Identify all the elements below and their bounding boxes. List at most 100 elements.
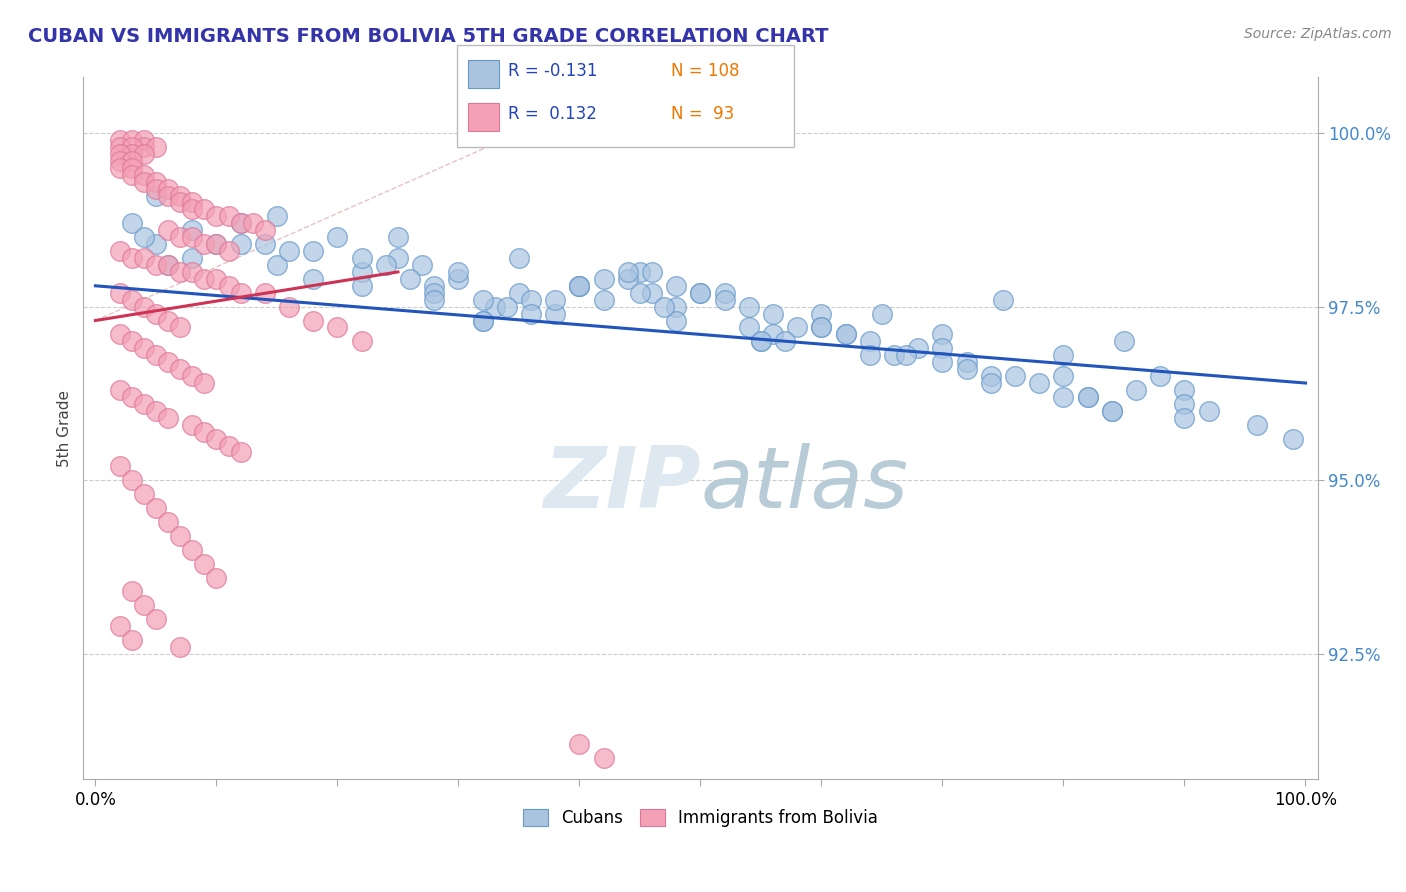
Point [181, 202, 204, 217]
Point [108, 383, 131, 397]
Point [145, 258, 167, 272]
Point [193, 202, 215, 217]
Point [108, 140, 131, 154]
Point [713, 285, 735, 300]
Point [169, 195, 191, 210]
Point [628, 285, 651, 300]
Point [1173, 383, 1195, 397]
Point [253, 237, 276, 252]
Point [266, 258, 288, 272]
Point [218, 244, 240, 258]
Point [218, 278, 240, 293]
Point [544, 307, 567, 321]
Point [266, 210, 288, 224]
Point [108, 619, 131, 633]
Point [508, 251, 530, 265]
Point [1112, 334, 1135, 349]
Point [108, 285, 131, 300]
Point [156, 188, 179, 202]
Point [1028, 376, 1050, 390]
Point [520, 307, 543, 321]
Y-axis label: 5th Grade: 5th Grade [58, 390, 72, 467]
Point [193, 376, 215, 390]
Point [121, 146, 143, 161]
Point [229, 216, 252, 230]
Point [302, 244, 325, 258]
Point [132, 175, 155, 189]
Point [689, 285, 711, 300]
Point [205, 237, 228, 252]
Point [229, 216, 252, 230]
Point [350, 278, 373, 293]
Point [1173, 410, 1195, 425]
Point [181, 417, 204, 432]
Point [350, 265, 373, 279]
Point [1004, 369, 1026, 384]
Point [326, 320, 349, 334]
Point [193, 272, 215, 286]
Point [568, 737, 591, 751]
Point [132, 341, 155, 355]
Point [773, 334, 796, 349]
Point [169, 230, 191, 244]
Point [145, 307, 167, 321]
Point [423, 278, 446, 293]
Point [121, 216, 143, 230]
Point [132, 397, 155, 411]
Point [169, 640, 191, 654]
Point [834, 327, 856, 342]
Point [229, 445, 252, 459]
Point [786, 320, 808, 334]
Point [568, 278, 591, 293]
Point [471, 313, 494, 327]
Point [1198, 404, 1220, 418]
Point [278, 300, 301, 314]
Text: N = 108: N = 108 [671, 62, 740, 80]
Point [132, 168, 155, 182]
Point [218, 438, 240, 452]
Point [508, 285, 530, 300]
Point [1052, 369, 1074, 384]
Point [121, 293, 143, 307]
Point [156, 515, 179, 529]
Point [931, 355, 953, 369]
Point [665, 278, 688, 293]
Point [641, 285, 664, 300]
Point [617, 272, 640, 286]
Point [665, 300, 688, 314]
Point [1052, 390, 1074, 404]
Point [205, 237, 228, 252]
Point [108, 153, 131, 168]
Point [749, 334, 772, 349]
Point [520, 293, 543, 307]
Point [326, 230, 349, 244]
Point [1077, 390, 1099, 404]
Point [121, 473, 143, 487]
Point [169, 265, 191, 279]
Point [387, 251, 409, 265]
Point [169, 320, 191, 334]
Point [956, 362, 979, 376]
Point [253, 223, 276, 237]
Point [132, 487, 155, 501]
Point [145, 188, 167, 202]
Point [156, 258, 179, 272]
Point [931, 341, 953, 355]
Point [156, 181, 179, 195]
Point [834, 327, 856, 342]
Point [121, 633, 143, 648]
Point [181, 542, 204, 557]
Point [1282, 432, 1305, 446]
Point [471, 313, 494, 327]
Point [145, 140, 167, 154]
Point [121, 140, 143, 154]
Point [169, 188, 191, 202]
Point [132, 230, 155, 244]
Point [218, 210, 240, 224]
Point [956, 355, 979, 369]
Point [121, 251, 143, 265]
Point [652, 300, 675, 314]
Point [762, 307, 785, 321]
Point [907, 341, 929, 355]
Point [193, 237, 215, 252]
